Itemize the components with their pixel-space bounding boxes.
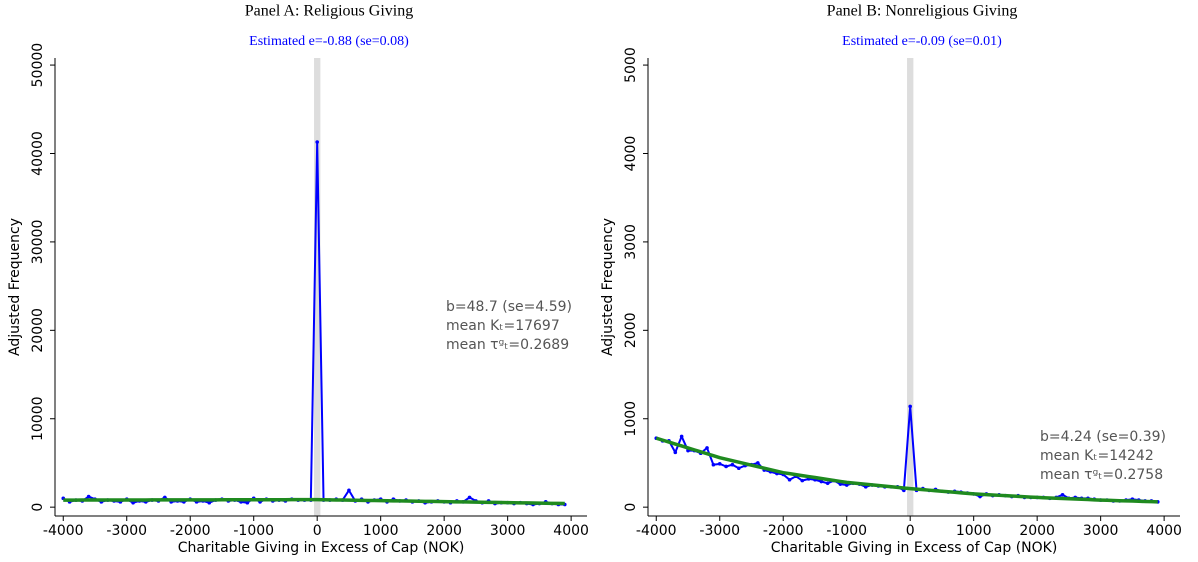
y-tick-label: 40000 (30, 131, 46, 176)
data-point (679, 434, 684, 439)
x-tick-label: 4000 (553, 523, 589, 539)
y-tick-label: 2000 (623, 313, 639, 349)
y-tick-label: 1000 (623, 401, 639, 437)
data-point (1060, 492, 1065, 497)
x-tick-label: 1000 (363, 523, 399, 539)
y-axis-label: Adjusted Frequency (7, 218, 23, 356)
data-point (467, 495, 472, 500)
y-tick-label: 5000 (623, 47, 639, 83)
x-tick-label: -2000 (170, 523, 211, 539)
data-point (673, 450, 678, 455)
panel: Panel A: Religious Giving Estimated e=-0.… (7, 3, 589, 556)
x-tick-label: 0 (313, 523, 322, 539)
x-axis-label: Charitable Giving in Excess of Cap (NOK) (771, 540, 1058, 556)
panel-title: Panel B: Nonreligious Giving (827, 3, 1018, 20)
x-tick-label: 3000 (1083, 523, 1119, 539)
panel-subtitle: Estimated e=-0.09 (se=0.01) (842, 34, 1002, 49)
data-point (730, 462, 735, 467)
x-tick-label: 2000 (426, 523, 462, 539)
data-point (86, 494, 91, 499)
data-point (787, 477, 792, 482)
data-point (131, 500, 135, 505)
annotation: mean τᵍₜ=0.2758 (1040, 467, 1163, 483)
y-tick-label: 4000 (623, 136, 639, 172)
y-tick-label: 3000 (623, 224, 639, 260)
data-point (819, 479, 824, 484)
panel-subtitle: Estimated e=-0.88 (se=0.08) (249, 34, 409, 49)
x-tick-label: 4000 (1146, 523, 1182, 539)
y-tick-label: 30000 (30, 220, 46, 265)
x-tick-label: -4000 (43, 523, 84, 539)
annotation: mean Kₜ=14242 (1040, 448, 1154, 464)
x-tick-label: 1000 (956, 523, 992, 539)
y-tick-label: 50000 (30, 43, 46, 88)
data-point (756, 461, 760, 465)
x-tick-label: -3000 (699, 523, 740, 539)
data-point (347, 488, 351, 493)
annotation: b=4.24 (se=0.39) (1040, 429, 1166, 445)
y-tick-label: 10000 (30, 396, 46, 441)
y-tick-label: 0 (30, 503, 46, 512)
data-point (800, 478, 805, 483)
data-point (724, 464, 728, 469)
panel-title: Panel A: Religious Giving (245, 3, 413, 20)
data-point (315, 140, 319, 144)
series-line (655, 436, 1158, 504)
data-point (717, 462, 722, 466)
data-point (908, 404, 912, 409)
x-tick-label: -1000 (233, 523, 274, 539)
data-point (705, 446, 709, 450)
x-tick-label: 3000 (490, 523, 526, 539)
data-point (711, 462, 716, 467)
panel: Panel B: Nonreligious Giving Estimated e=… (600, 3, 1182, 556)
data-point (245, 500, 250, 505)
y-tick-label: 0 (623, 503, 639, 512)
y-tick-label: 20000 (30, 308, 46, 353)
data-point (825, 481, 830, 486)
excluded-band (907, 58, 914, 516)
x-tick-label: -2000 (763, 523, 804, 539)
x-tick-label: -4000 (636, 523, 677, 539)
series-line (63, 497, 565, 506)
y-axis-label: Adjusted Frequency (600, 218, 616, 356)
x-tick-label: -1000 (826, 523, 867, 539)
x-axis-label: Charitable Giving in Excess of Cap (NOK) (178, 540, 465, 556)
excluded-band (314, 58, 321, 516)
x-tick-label: 0 (906, 523, 915, 539)
annotation: b=48.7 (se=4.59) (446, 299, 572, 315)
x-tick-label: -3000 (106, 523, 147, 539)
data-point (736, 466, 741, 471)
annotation: mean Kₜ=17697 (446, 318, 560, 334)
data-point (207, 500, 212, 505)
annotation: mean τᵍₜ=0.2689 (446, 337, 569, 353)
x-tick-label: 2000 (1019, 523, 1055, 539)
